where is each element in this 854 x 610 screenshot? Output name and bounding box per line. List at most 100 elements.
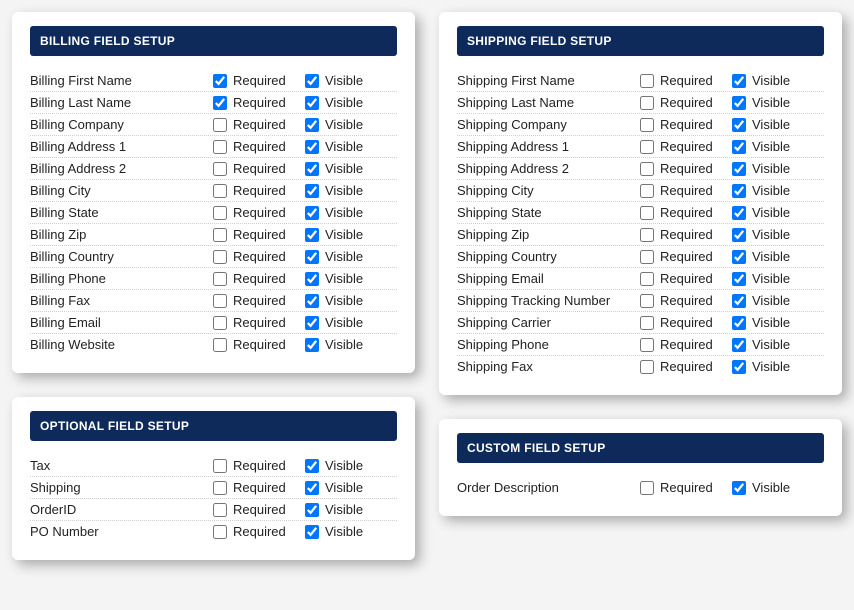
required-checkbox-tax[interactable] (213, 459, 227, 473)
visible-cell-billing-address-2: Visible (305, 161, 397, 176)
visible-checkbox-shipping-tracking-number[interactable] (732, 294, 746, 308)
required-checkbox-billing-city[interactable] (213, 184, 227, 198)
required-checkbox-billing-first-name[interactable] (213, 74, 227, 88)
field-label-shipping-address-1: Shipping Address 1 (457, 139, 640, 154)
visible-checkbox-shipping-carrier[interactable] (732, 316, 746, 330)
required-checkbox-orderid[interactable] (213, 503, 227, 517)
visible-checkbox-billing-website[interactable] (305, 338, 319, 352)
field-label-billing-first-name: Billing First Name (30, 73, 213, 88)
visible-label: Visible (325, 524, 363, 539)
required-cell-shipping-first-name: Required (640, 73, 732, 88)
visible-checkbox-shipping-first-name[interactable] (732, 74, 746, 88)
required-checkbox-shipping-city[interactable] (640, 184, 654, 198)
visible-label: Visible (752, 271, 790, 286)
visible-label: Visible (325, 480, 363, 495)
required-checkbox-billing-company[interactable] (213, 118, 227, 132)
field-row-billing-phone: Billing PhoneRequiredVisible (30, 268, 397, 290)
field-label-shipping-phone: Shipping Phone (457, 337, 640, 352)
required-checkbox-shipping-tracking-number[interactable] (640, 294, 654, 308)
visible-checkbox-billing-company[interactable] (305, 118, 319, 132)
visible-checkbox-billing-zip[interactable] (305, 228, 319, 242)
field-label-order-description: Order Description (457, 480, 640, 495)
visible-checkbox-tax[interactable] (305, 459, 319, 473)
required-checkbox-shipping-address-1[interactable] (640, 140, 654, 154)
required-cell-billing-fax: Required (213, 293, 305, 308)
required-checkbox-billing-phone[interactable] (213, 272, 227, 286)
visible-checkbox-billing-phone[interactable] (305, 272, 319, 286)
visible-label: Visible (752, 480, 790, 495)
field-row-shipping-address-2: Shipping Address 2RequiredVisible (457, 158, 824, 180)
required-checkbox-shipping-email[interactable] (640, 272, 654, 286)
visible-checkbox-shipping-address-1[interactable] (732, 140, 746, 154)
required-checkbox-billing-website[interactable] (213, 338, 227, 352)
visible-cell-billing-phone: Visible (305, 271, 397, 286)
visible-checkbox-shipping-address-2[interactable] (732, 162, 746, 176)
required-label: Required (233, 480, 286, 495)
required-checkbox-po-number[interactable] (213, 525, 227, 539)
visible-checkbox-billing-city[interactable] (305, 184, 319, 198)
field-label-orderid: OrderID (30, 502, 213, 517)
required-checkbox-shipping-country[interactable] (640, 250, 654, 264)
visible-checkbox-billing-address-1[interactable] (305, 140, 319, 154)
required-checkbox-billing-last-name[interactable] (213, 96, 227, 110)
field-row-shipping-city: Shipping CityRequiredVisible (457, 180, 824, 202)
required-label: Required (660, 359, 713, 374)
visible-checkbox-orderid[interactable] (305, 503, 319, 517)
required-checkbox-billing-zip[interactable] (213, 228, 227, 242)
required-checkbox-order-description[interactable] (640, 481, 654, 495)
visible-checkbox-shipping-city[interactable] (732, 184, 746, 198)
field-label-shipping-state: Shipping State (457, 205, 640, 220)
required-checkbox-shipping-last-name[interactable] (640, 96, 654, 110)
field-label-billing-address-1: Billing Address 1 (30, 139, 213, 154)
visible-checkbox-billing-country[interactable] (305, 250, 319, 264)
required-checkbox-shipping-first-name[interactable] (640, 74, 654, 88)
visible-label: Visible (325, 227, 363, 242)
required-cell-shipping-address-2: Required (640, 161, 732, 176)
required-checkbox-billing-country[interactable] (213, 250, 227, 264)
visible-cell-billing-address-1: Visible (305, 139, 397, 154)
required-checkbox-shipping-fax[interactable] (640, 360, 654, 374)
required-checkbox-shipping-carrier[interactable] (640, 316, 654, 330)
visible-checkbox-billing-state[interactable] (305, 206, 319, 220)
visible-checkbox-shipping-email[interactable] (732, 272, 746, 286)
visible-checkbox-order-description[interactable] (732, 481, 746, 495)
visible-cell-order-description: Visible (732, 480, 824, 495)
required-checkbox-shipping[interactable] (213, 481, 227, 495)
visible-checkbox-billing-fax[interactable] (305, 294, 319, 308)
required-checkbox-shipping-state[interactable] (640, 206, 654, 220)
required-label: Required (660, 73, 713, 88)
field-label-billing-last-name: Billing Last Name (30, 95, 213, 110)
visible-checkbox-billing-address-2[interactable] (305, 162, 319, 176)
visible-checkbox-po-number[interactable] (305, 525, 319, 539)
visible-label: Visible (752, 227, 790, 242)
visible-checkbox-shipping-zip[interactable] (732, 228, 746, 242)
visible-checkbox-shipping-last-name[interactable] (732, 96, 746, 110)
required-checkbox-shipping-zip[interactable] (640, 228, 654, 242)
field-row-billing-address-1: Billing Address 1RequiredVisible (30, 136, 397, 158)
visible-checkbox-shipping-phone[interactable] (732, 338, 746, 352)
required-checkbox-billing-fax[interactable] (213, 294, 227, 308)
required-checkbox-shipping-company[interactable] (640, 118, 654, 132)
visible-checkbox-shipping-state[interactable] (732, 206, 746, 220)
required-checkbox-billing-email[interactable] (213, 316, 227, 330)
visible-checkbox-billing-email[interactable] (305, 316, 319, 330)
visible-checkbox-shipping-company[interactable] (732, 118, 746, 132)
required-checkbox-billing-address-2[interactable] (213, 162, 227, 176)
visible-label: Visible (325, 139, 363, 154)
visible-checkbox-billing-last-name[interactable] (305, 96, 319, 110)
required-checkbox-billing-address-1[interactable] (213, 140, 227, 154)
visible-label: Visible (325, 73, 363, 88)
visible-checkbox-shipping-country[interactable] (732, 250, 746, 264)
required-checkbox-billing-state[interactable] (213, 206, 227, 220)
column-left: BILLING FIELD SETUPBilling First NameReq… (12, 12, 415, 560)
visible-cell-po-number: Visible (305, 524, 397, 539)
required-checkbox-shipping-address-2[interactable] (640, 162, 654, 176)
visible-checkbox-shipping-fax[interactable] (732, 360, 746, 374)
column-right: SHIPPING FIELD SETUPShipping First NameR… (439, 12, 842, 516)
required-label: Required (233, 502, 286, 517)
visible-checkbox-shipping[interactable] (305, 481, 319, 495)
field-row-shipping-carrier: Shipping CarrierRequiredVisible (457, 312, 824, 334)
required-cell-shipping-address-1: Required (640, 139, 732, 154)
required-checkbox-shipping-phone[interactable] (640, 338, 654, 352)
visible-checkbox-billing-first-name[interactable] (305, 74, 319, 88)
